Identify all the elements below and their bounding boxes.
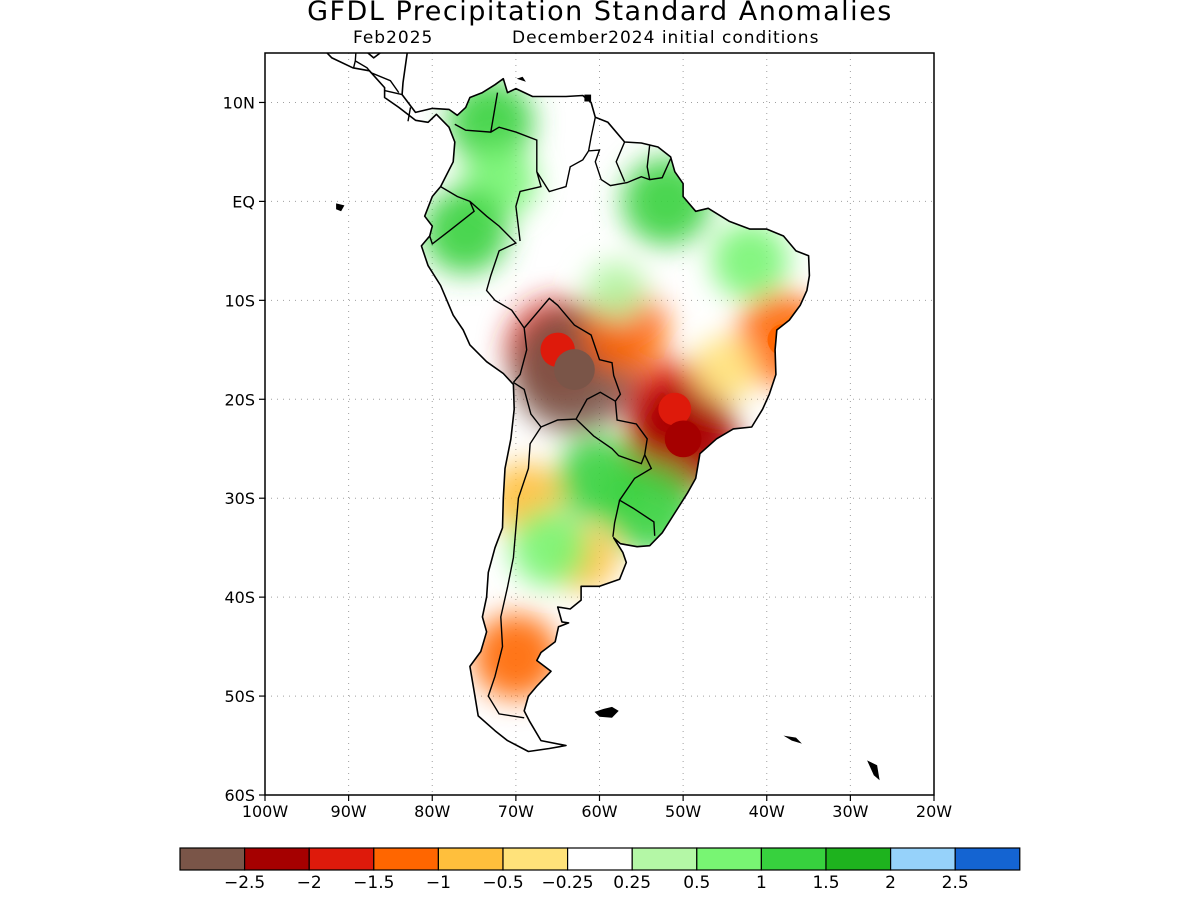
- lat-tick-label: 10S: [224, 291, 255, 310]
- colorbar-swatch: [373, 847, 439, 871]
- colorbar-tick-label: 0.5: [683, 873, 710, 893]
- lon-tick-label: 70W: [498, 802, 534, 821]
- lon-tick-label: 90W: [331, 802, 367, 821]
- anomaly-region: [711, 222, 789, 300]
- colorbar-tick-label: −0.5: [482, 873, 523, 893]
- lon-tick-label: 30W: [832, 802, 868, 821]
- colorbar-swatch: [566, 847, 633, 871]
- lat-tick-label: 20S: [224, 390, 255, 409]
- lat-tick-label: EQ: [232, 192, 255, 211]
- colorbar-swatch: [502, 847, 569, 871]
- lon-tick-label: 40W: [749, 802, 785, 821]
- island: [336, 203, 345, 212]
- islands: [336, 76, 880, 781]
- map-title: GFDL Precipitation Standard Anomalies: [307, 0, 893, 27]
- anomaly-region: [422, 188, 509, 274]
- lat-tick-label: 30S: [224, 489, 255, 508]
- island: [594, 706, 619, 718]
- colorbar-tick-label: −2.5: [224, 873, 265, 893]
- island: [516, 76, 526, 82]
- island: [584, 94, 592, 102]
- lat-tick-label: 10N: [223, 93, 255, 112]
- colorbar-swatch: [437, 847, 504, 871]
- colorbar-tick-label: −1: [426, 873, 451, 893]
- anomaly-region: [691, 336, 758, 403]
- anomaly-core: [664, 420, 702, 458]
- anomaly-core: [554, 349, 595, 390]
- colorbar-labels: −2.5 −2 −1.5 −1 −0.5 −0.25 0.25 0.5 1 1.5 2 2.5: [224, 873, 969, 893]
- colorbar-tick-label: −2: [297, 873, 322, 893]
- colorbar-tick-label: −1.5: [353, 873, 394, 893]
- colorbar: [179, 847, 1021, 871]
- colorbar-swatch: [308, 847, 375, 871]
- colorbar-swatch: [889, 847, 956, 871]
- longitude-axis: 100W 90W 80W 70W 60W 50W 40W 30W 20W: [242, 795, 952, 821]
- latitude-axis: 10N EQ 10S 20S 30S 40S 50S 60S: [223, 93, 265, 805]
- lat-tick-label: 40S: [224, 588, 255, 607]
- anomaly-core: [658, 392, 692, 426]
- colorbar-swatch: [760, 847, 827, 871]
- anomaly-region: [447, 79, 534, 166]
- coastline: [325, 53, 811, 753]
- colorbar-tick-label: 0.25: [613, 873, 651, 893]
- init-conditions-label: December2024 initial conditions: [512, 28, 820, 48]
- lon-tick-label: 80W: [414, 802, 450, 821]
- island: [783, 735, 802, 744]
- colorbar-swatch: [954, 847, 1021, 871]
- lon-tick-label: 60W: [581, 802, 617, 821]
- anomaly-region: [586, 260, 647, 321]
- colorbar-swatch: [631, 847, 698, 871]
- lon-tick-label: 20W: [916, 802, 952, 821]
- colorbar-tick-label: −0.25: [542, 873, 594, 893]
- colorbar-swatch: [825, 847, 892, 871]
- colorbar-tick-label: 1: [756, 873, 767, 893]
- lat-tick-label: 60S: [224, 786, 255, 805]
- anomaly-region: [510, 509, 588, 587]
- valid-month-label: Feb2025: [353, 28, 434, 48]
- colorbar-tick-label: 2.5: [942, 873, 969, 893]
- country-borders: [352, 53, 672, 719]
- island: [867, 760, 880, 781]
- lat-tick-label: 50S: [224, 687, 255, 706]
- colorbar-swatch: [244, 847, 310, 871]
- colorbar-swatch: [179, 847, 246, 871]
- colorbar-swatch: [696, 847, 762, 871]
- lon-tick-label: 100W: [242, 802, 289, 821]
- colorbar-tick-label: 1.5: [812, 873, 839, 893]
- lon-tick-label: 50W: [665, 802, 701, 821]
- colorbar-tick-label: 2: [885, 873, 896, 893]
